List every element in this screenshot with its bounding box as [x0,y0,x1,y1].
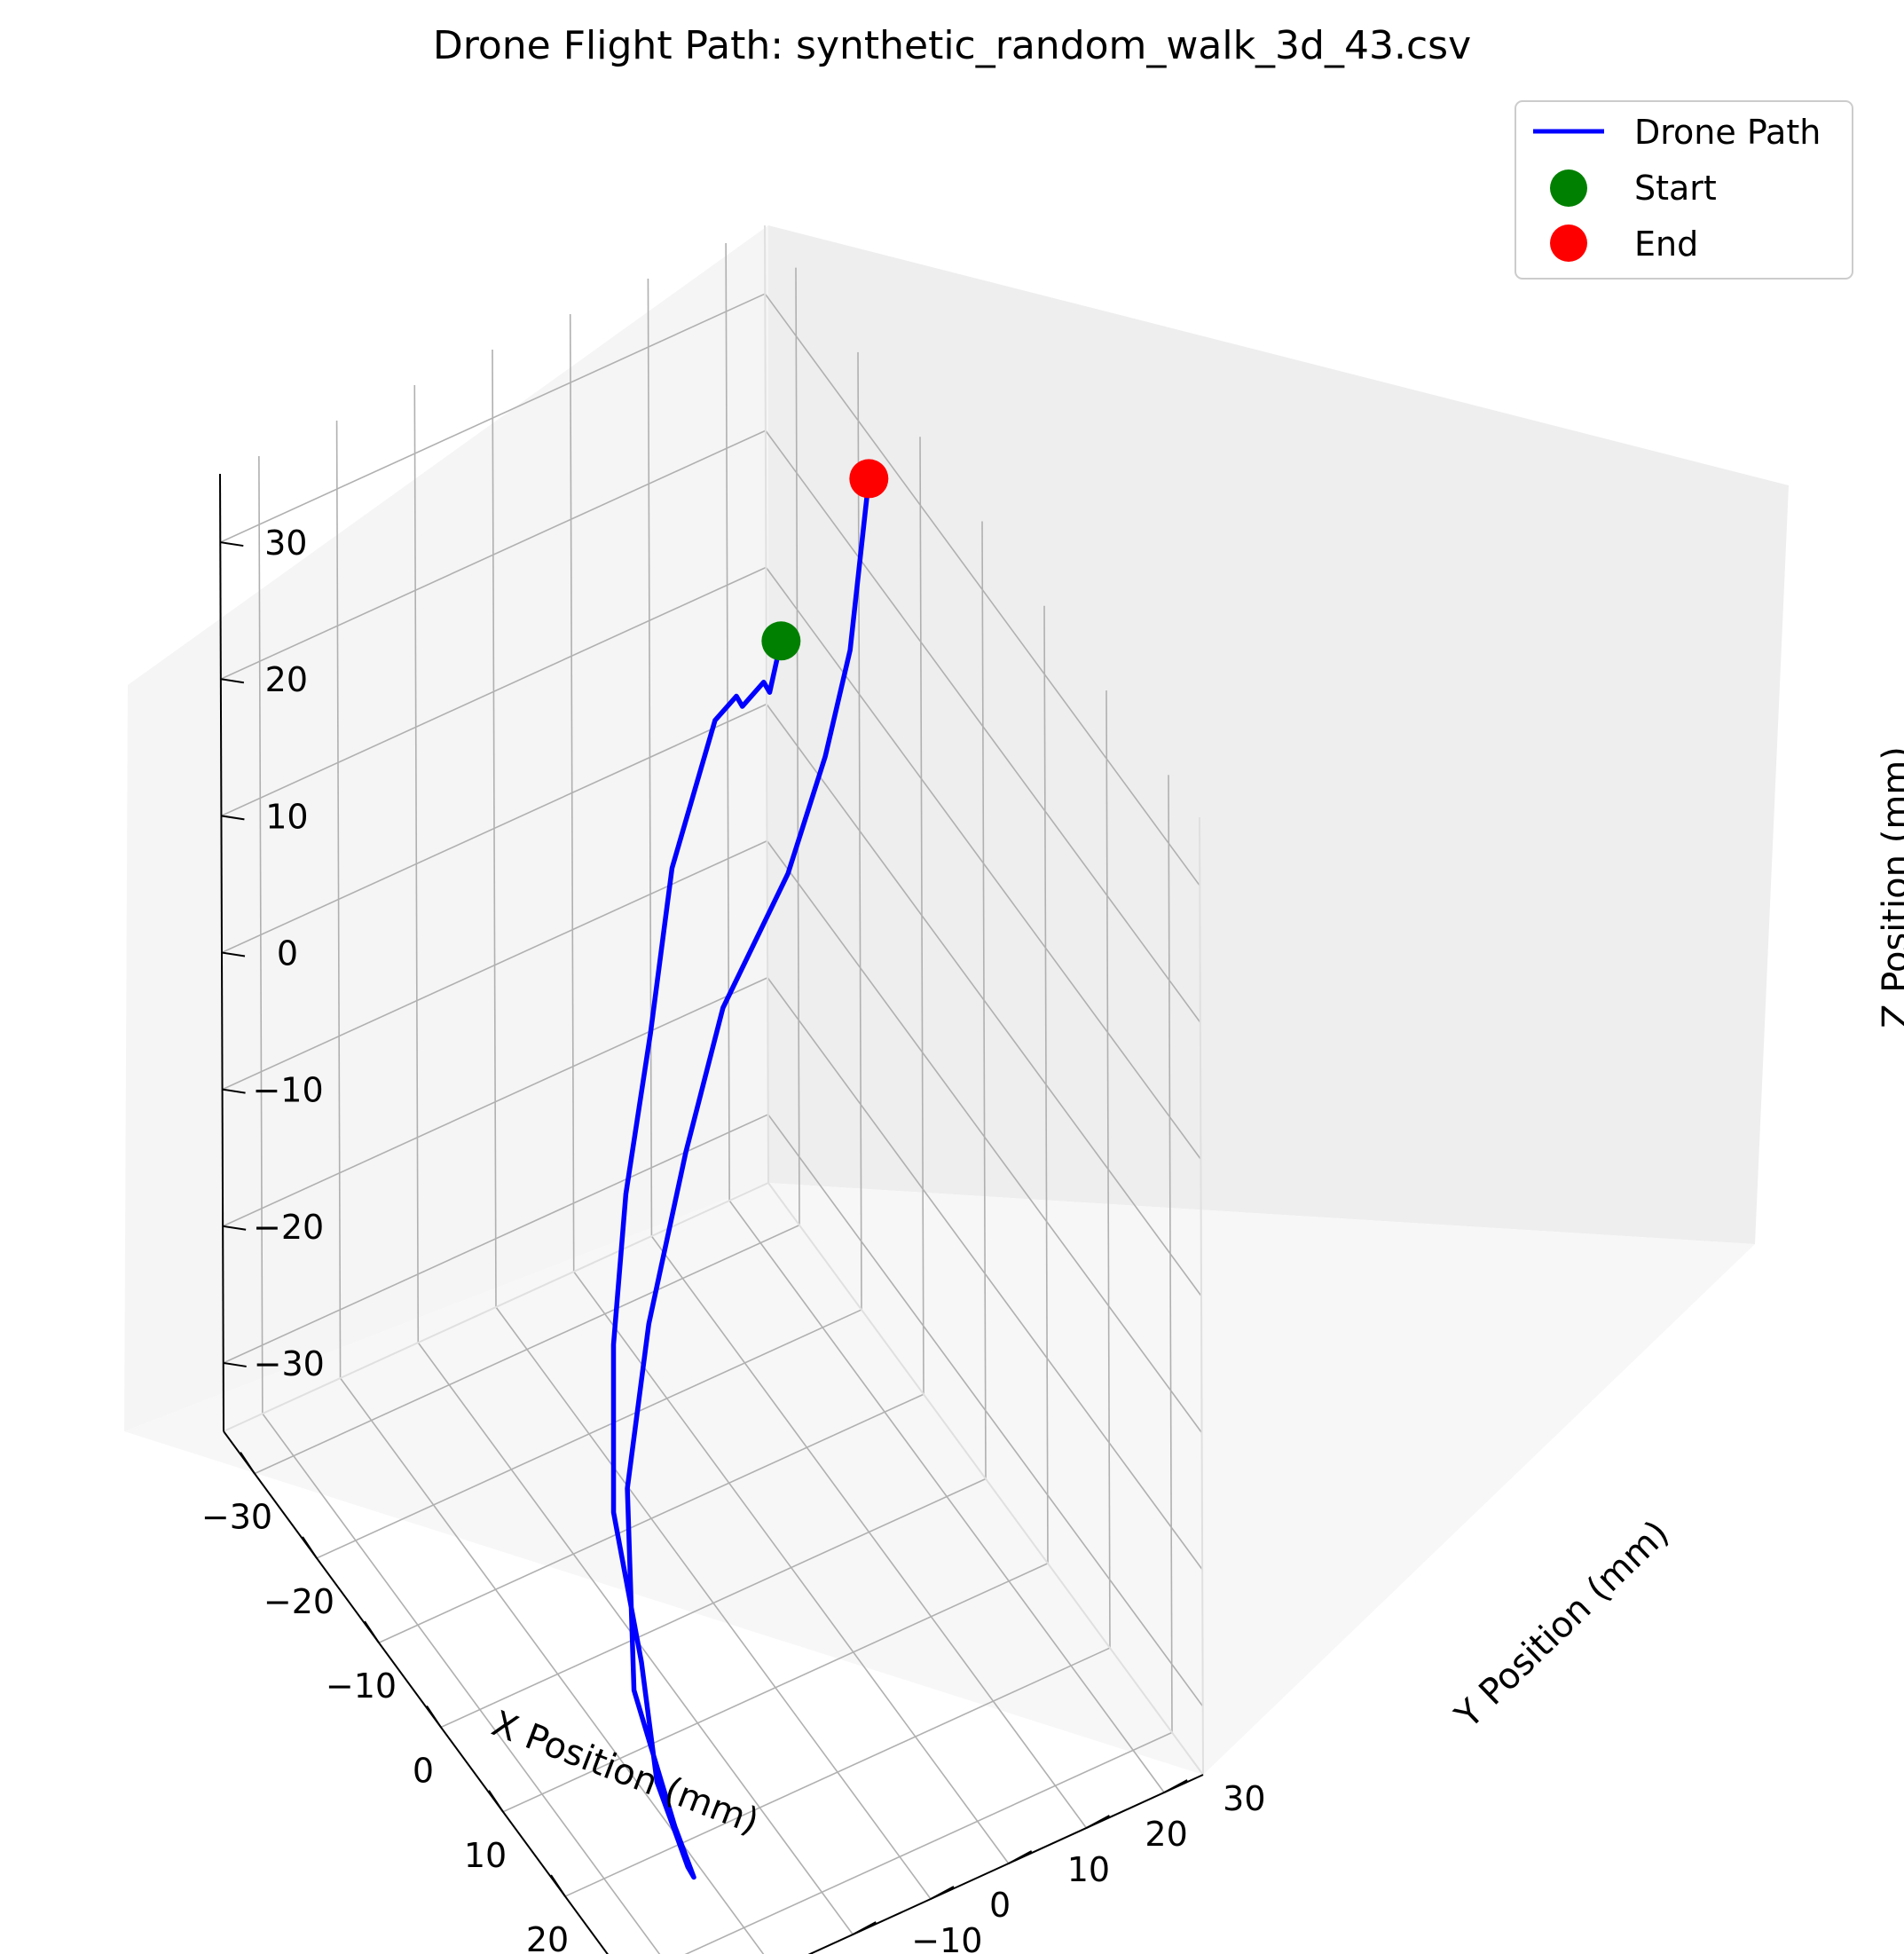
grid-back-z [764,293,1200,886]
grid-floor-y [495,1306,932,1900]
pane-edge [223,1182,769,1432]
grid-lines [219,242,1204,1954]
y-tick [1008,1850,1033,1864]
x-tick-label: −10 [326,1666,397,1706]
legend-label-drone-path: Drone Path [1634,113,1821,152]
drone-path-line [610,478,872,1880]
x-tick [240,1452,256,1475]
x-tick [426,1705,442,1729]
y-axis-label: Y Position (mm) [1447,1513,1677,1737]
legend-label-end: End [1634,225,1698,264]
z-tick [222,1088,246,1094]
start-marker [761,621,801,661]
y-tick [1163,1779,1188,1793]
legend-end-swatch [1550,225,1587,262]
z-tick-label: −30 [254,1344,325,1383]
grid-side-z [221,703,767,954]
z-tick [223,1361,247,1367]
legend-box [1515,100,1853,280]
pane-edge [764,225,769,1184]
y-tick-label: 0 [989,1886,1011,1925]
x-tick-label: 0 [413,1752,434,1791]
z-tick [222,1225,247,1231]
grid-side-z [219,293,766,543]
x-tick [550,1874,566,1897]
grid-side-y [569,313,575,1272]
y-tick-label: 10 [1067,1850,1110,1889]
chart-title: Drone Flight Path: synthetic_random_walk… [433,23,1471,68]
z-tick [220,678,245,684]
grid-side-y [647,278,653,1237]
grid-side-z [221,566,767,817]
grid-floor-x [502,1563,1049,1813]
grid-floor-y [573,1271,1010,1864]
z-tick-label: 30 [264,524,307,563]
grid-floor-y [728,1200,1165,1793]
grid-back-x [1105,690,1111,1649]
grid-floor-y [650,1235,1088,1829]
x-tick [488,1790,504,1813]
grid-side-y [725,242,730,1202]
pane-right [768,225,1789,1244]
pane-floor [124,1183,1755,1775]
grid-floor-x [684,1731,1173,1954]
x-axis-label: X Position (mm) [486,1703,764,1842]
z-tick-label: 10 [265,797,308,836]
z-tick-label: 20 [265,660,308,699]
y-tick [930,1886,955,1900]
grid-side-z [220,429,767,680]
axes-layer: −30−30−30−20−20−20−10−10−100001010102020… [201,473,1266,1954]
z-axis-label: Z Position (mm) [1876,746,1904,1028]
z-tick-label: 0 [277,934,298,973]
grid-back-x [1043,605,1049,1564]
x-tick-label: 20 [526,1920,569,1954]
legend-label-start: Start [1634,169,1717,208]
grid-back-z [765,566,1202,1160]
y-tick-label: 30 [1223,1779,1265,1818]
grid-back-x [1168,775,1173,1733]
x-tick [302,1536,318,1559]
z-tick [220,541,244,548]
x-tick-label: −30 [201,1498,272,1537]
drone-path-layer [610,478,872,1880]
z-tick-label: −20 [253,1208,324,1247]
markers-layer [761,459,889,661]
y-tick-label: 20 [1145,1815,1187,1854]
legend: Drone Path Start End [1515,100,1853,280]
z-tick [221,815,245,821]
x-tick-label: −20 [264,1582,334,1621]
y-tick-label: −10 [911,1921,982,1954]
grid-floor-x [564,1647,1111,1897]
end-marker [849,459,889,499]
pane-edge [767,1182,1204,1776]
z-tick-label: −10 [252,1071,323,1110]
pane-left [124,225,768,1431]
y-tick [852,1921,877,1935]
grid-back-z [765,429,1201,1023]
z-tick [221,951,246,957]
grid-back-z [766,704,1202,1296]
legend-start-swatch [1550,169,1587,207]
x-tick [364,1620,380,1643]
y-tick [1085,1815,1110,1829]
x-tick-label: 10 [464,1836,507,1875]
pane-edge [1199,816,1204,1776]
